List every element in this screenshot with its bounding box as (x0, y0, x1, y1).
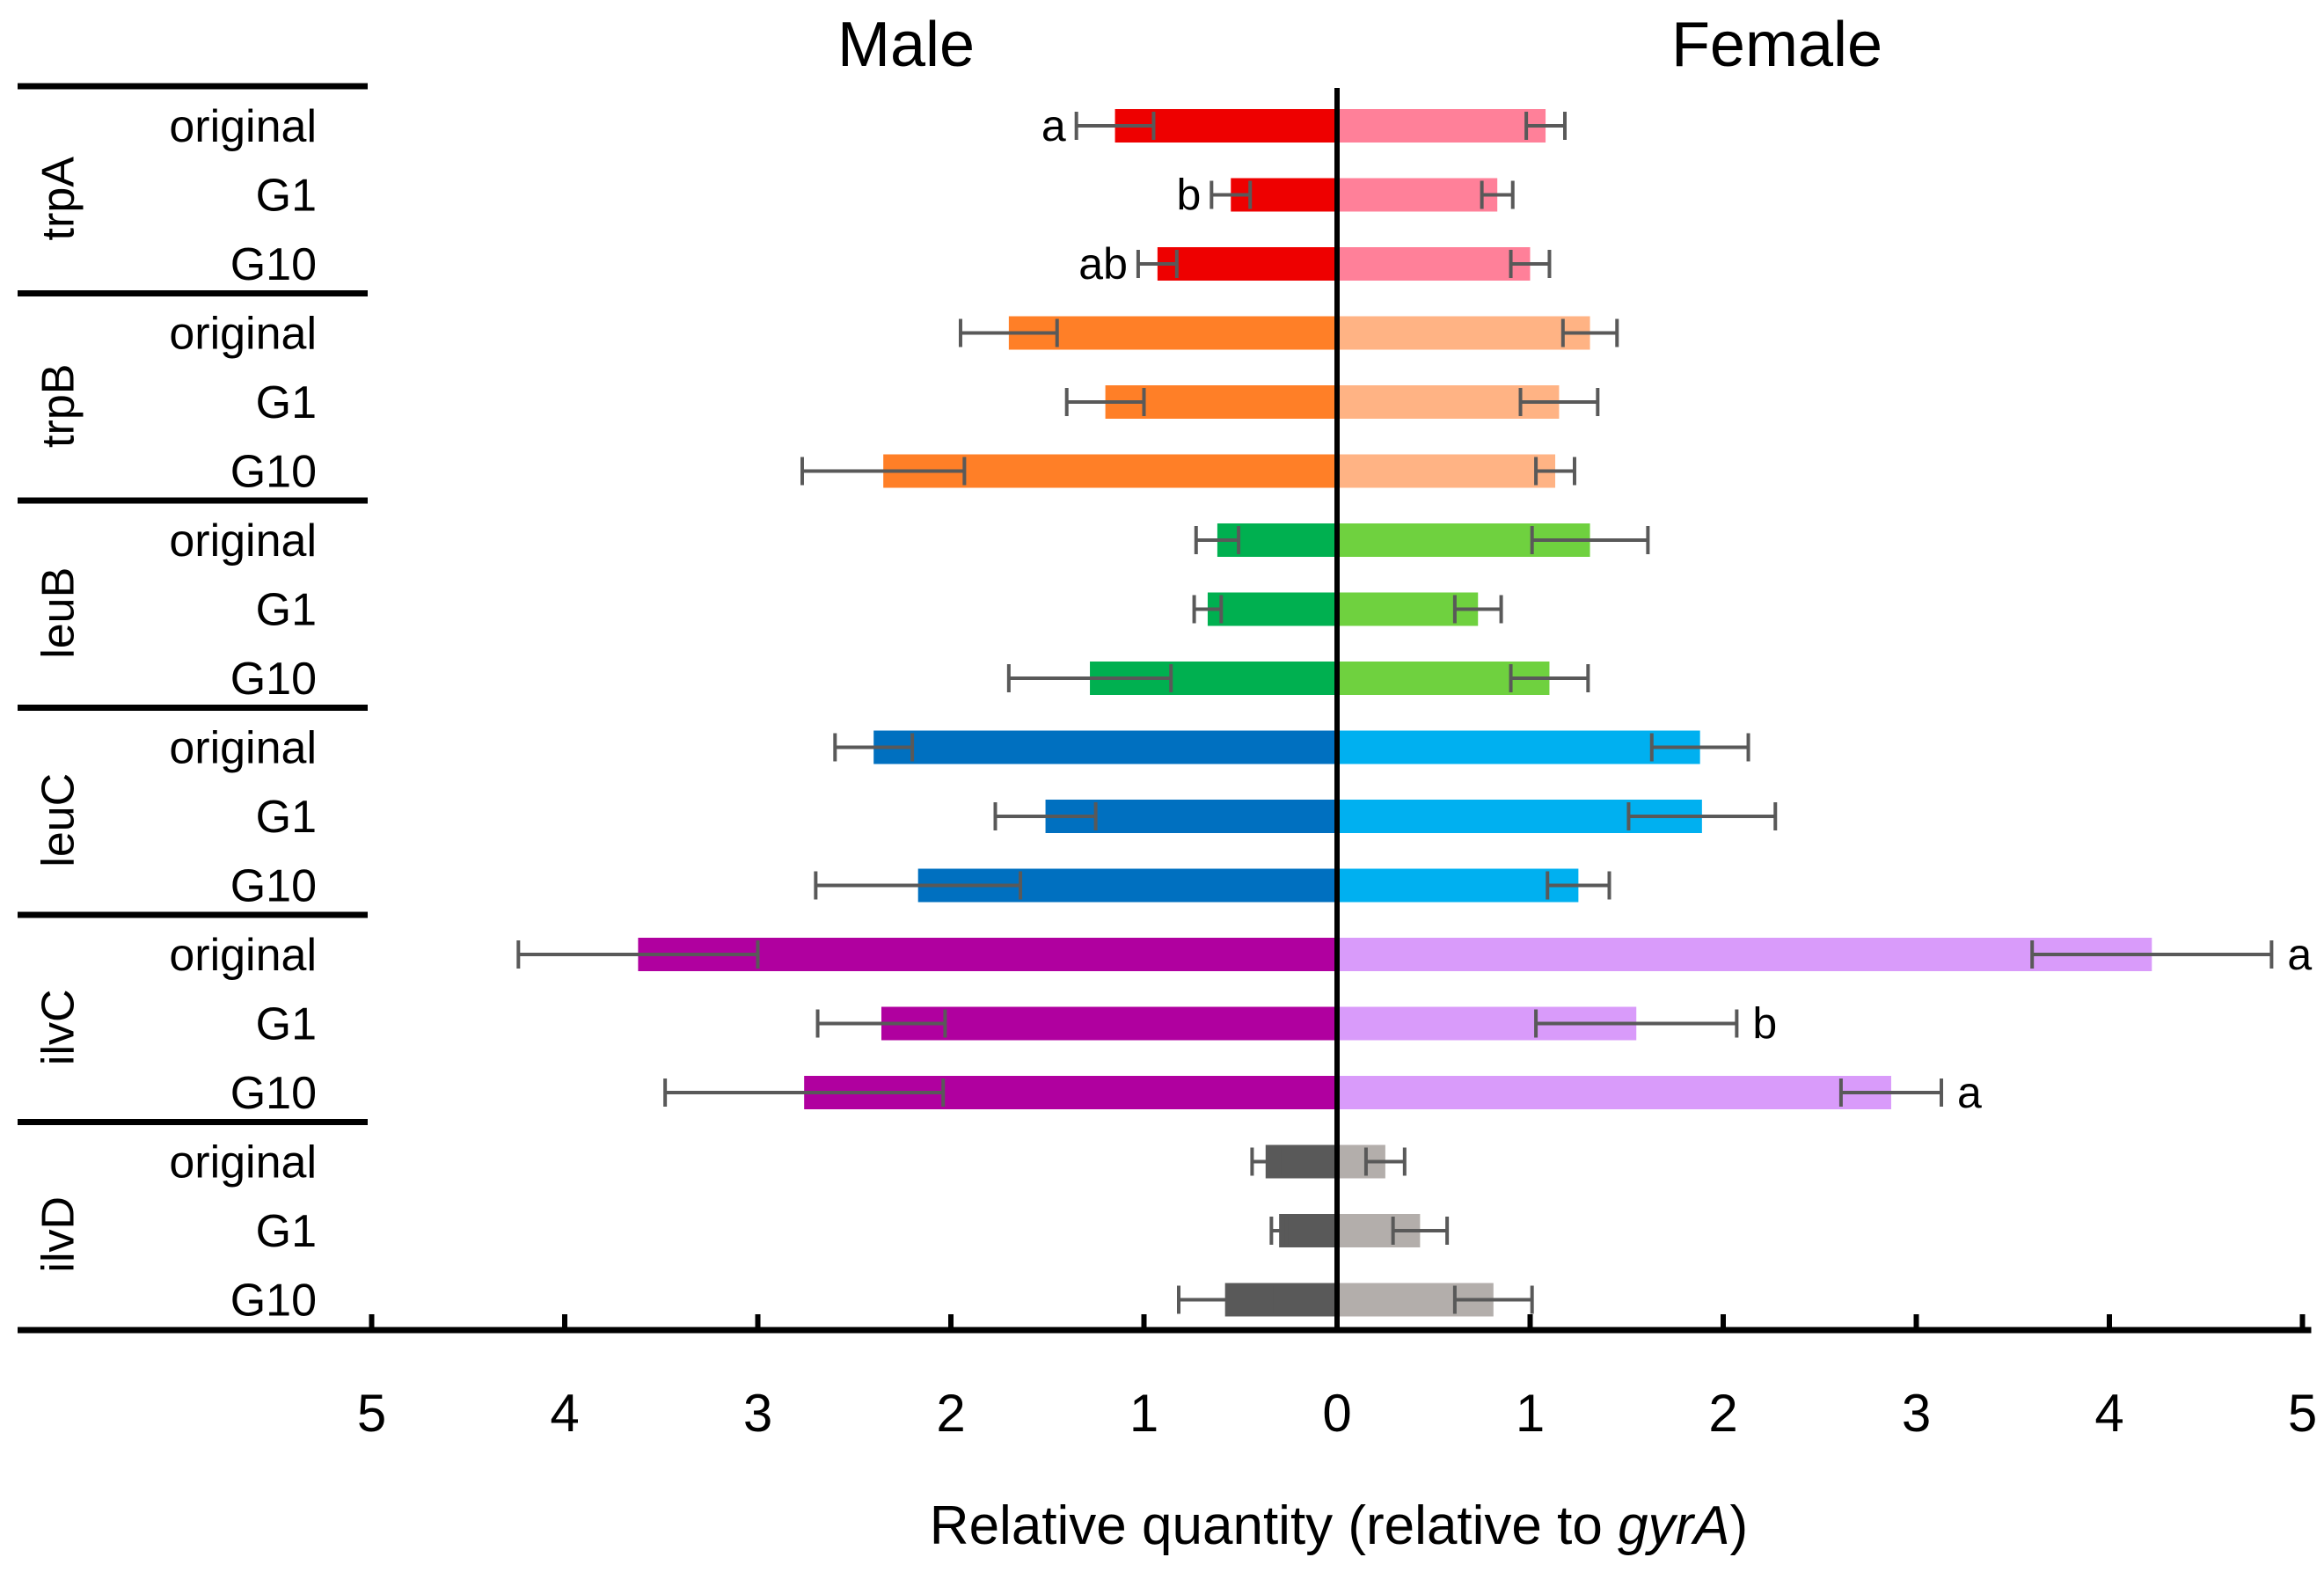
row-label: G1 (256, 999, 317, 1050)
row-label: original (169, 1137, 317, 1188)
row-label: G10 (230, 654, 317, 705)
row-label: G1 (256, 792, 317, 843)
row-label: G1 (256, 1206, 317, 1257)
x-tick-label: 5 (2288, 1384, 2317, 1443)
significance-label-male: ab (1078, 239, 1128, 289)
x-axis-title-gene: gyrA (1618, 1495, 1729, 1556)
row-label: G10 (230, 861, 317, 912)
bar-male-ilvC-G1 (881, 1006, 1337, 1041)
bar-male-trpA-G10 (1157, 247, 1337, 281)
row-label: original (169, 515, 317, 567)
row-label: G10 (230, 447, 317, 498)
gene-label-trpA: trpA (33, 157, 84, 241)
significance-label-female: a (2287, 930, 2312, 979)
gene-label-ilvC: ilvC (33, 989, 84, 1065)
female-title: Female (1671, 10, 1882, 80)
bar-male-ilvD-G1 (1279, 1214, 1337, 1247)
row-label: original (169, 930, 317, 981)
x-tick-label: 3 (743, 1384, 772, 1443)
gene-label-leuC: leuC (33, 773, 84, 867)
bar-male-leuB-G1 (1207, 592, 1337, 626)
row-label: original (169, 723, 317, 774)
bar-female-leuC-G10 (1337, 868, 1579, 903)
bar-female-leuC-original (1337, 730, 1700, 764)
bar-female-trpB-original (1337, 316, 1590, 350)
row-label: G10 (230, 1068, 317, 1119)
bar-male-leuC-original (873, 730, 1337, 764)
bar-female-trpA-G10 (1337, 247, 1531, 281)
bar-female-trpA-G1 (1337, 178, 1498, 212)
x-tick-label: 2 (936, 1384, 965, 1443)
bar-female-trpB-G10 (1337, 454, 1556, 488)
significance-label-male: a (1041, 101, 1066, 150)
row-label: original (169, 309, 317, 360)
significance-label-female: b (1752, 999, 1777, 1049)
x-axis-title-end: ) (1730, 1495, 1749, 1556)
x-tick-label: 4 (2094, 1384, 2123, 1443)
row-label: original (169, 101, 317, 152)
x-tick-label: 5 (357, 1384, 386, 1443)
gene-label-trpB: trpB (33, 364, 84, 448)
gene-label-leuB: leuB (33, 567, 84, 659)
bar-male-trpB-original (1008, 316, 1337, 350)
row-label: G1 (256, 171, 317, 222)
row-label: G1 (256, 377, 317, 428)
row-label: G1 (256, 585, 317, 636)
bar-female-ilvC-original (1337, 938, 2152, 971)
row-label: G10 (230, 1276, 317, 1327)
x-tick-label: 3 (1902, 1384, 1931, 1443)
significance-label-male: b (1177, 171, 1202, 220)
bar-female-ilvC-G10 (1337, 1076, 1891, 1109)
gene-label-ilvD: ilvD (33, 1196, 84, 1273)
x-tick-label: 1 (1129, 1384, 1158, 1443)
significance-label-female: a (1957, 1068, 1982, 1117)
x-axis-title: Relative quantity (relative to gyrA) (930, 1495, 1748, 1556)
x-tick-label: 2 (1708, 1384, 1737, 1443)
x-tick-label: 4 (550, 1384, 579, 1443)
x-tick-label: 0 (1322, 1384, 1351, 1443)
x-tick-label: 1 (1516, 1384, 1545, 1443)
bar-female-trpA-original (1337, 109, 1546, 143)
row-label: G10 (230, 239, 317, 290)
x-axis-title-main: Relative quantity (relative to (930, 1495, 1618, 1556)
male-title: Male (837, 10, 975, 80)
